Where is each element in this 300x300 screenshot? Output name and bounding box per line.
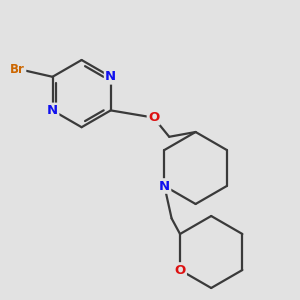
Text: O: O	[148, 111, 159, 124]
Text: N: N	[47, 104, 58, 117]
Text: Br: Br	[10, 63, 25, 76]
Text: N: N	[159, 179, 170, 193]
Text: N: N	[105, 70, 116, 83]
Text: O: O	[174, 263, 186, 277]
